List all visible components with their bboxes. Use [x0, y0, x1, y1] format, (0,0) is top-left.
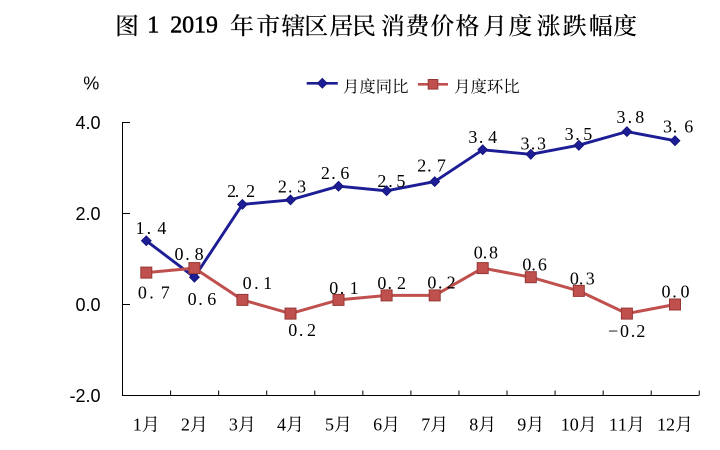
svg-text:3: 3 [229, 415, 238, 435]
svg-text:8: 8 [469, 415, 478, 435]
svg-text:5: 5 [325, 415, 334, 435]
svg-text:0.2: 0.2 [288, 320, 316, 340]
svg-text:3.5: 3.5 [565, 124, 593, 144]
svg-text:2.6: 2.6 [321, 163, 350, 183]
svg-text:0.0: 0.0 [662, 281, 690, 301]
svg-text:2019: 2019 [170, 13, 218, 39]
svg-text:3.8: 3.8 [617, 107, 645, 127]
svg-text:2.7: 2.7 [417, 155, 446, 175]
svg-text:0.2: 0.2 [377, 273, 406, 293]
svg-text:0.8: 0.8 [175, 244, 204, 264]
svg-text:0.0: 0.0 [75, 295, 100, 315]
svg-text:−0.2: −0.2 [608, 321, 645, 341]
svg-text:3.3: 3.3 [521, 133, 547, 153]
svg-text:12: 12 [657, 415, 675, 435]
svg-text:2.0: 2.0 [75, 204, 100, 224]
svg-text:0.6: 0.6 [522, 254, 547, 274]
svg-text:2.5: 2.5 [377, 171, 405, 191]
svg-text:0.2: 0.2 [427, 273, 455, 293]
svg-text:-2.0: -2.0 [69, 386, 100, 406]
svg-text:1.4: 1.4 [136, 218, 167, 238]
svg-text:0.1: 0.1 [329, 278, 358, 298]
svg-text:0.6: 0.6 [188, 289, 217, 309]
svg-text:0.1: 0.1 [243, 273, 273, 293]
svg-text:1: 1 [133, 415, 142, 435]
svg-text:%: % [83, 74, 99, 94]
svg-text:3.4: 3.4 [468, 127, 497, 147]
svg-text:2: 2 [181, 415, 190, 435]
svg-text:4.0: 4.0 [75, 113, 100, 133]
svg-text:4: 4 [277, 415, 286, 435]
svg-text:0.3: 0.3 [570, 268, 595, 288]
svg-text:6: 6 [373, 415, 382, 435]
svg-text:7: 7 [421, 415, 430, 435]
svg-text:11: 11 [609, 415, 627, 435]
svg-text:9: 9 [517, 415, 526, 435]
svg-text:2.3: 2.3 [278, 177, 306, 197]
svg-text:0.8: 0.8 [474, 243, 498, 263]
svg-text:10: 10 [561, 415, 579, 435]
svg-text:1: 1 [147, 13, 159, 39]
